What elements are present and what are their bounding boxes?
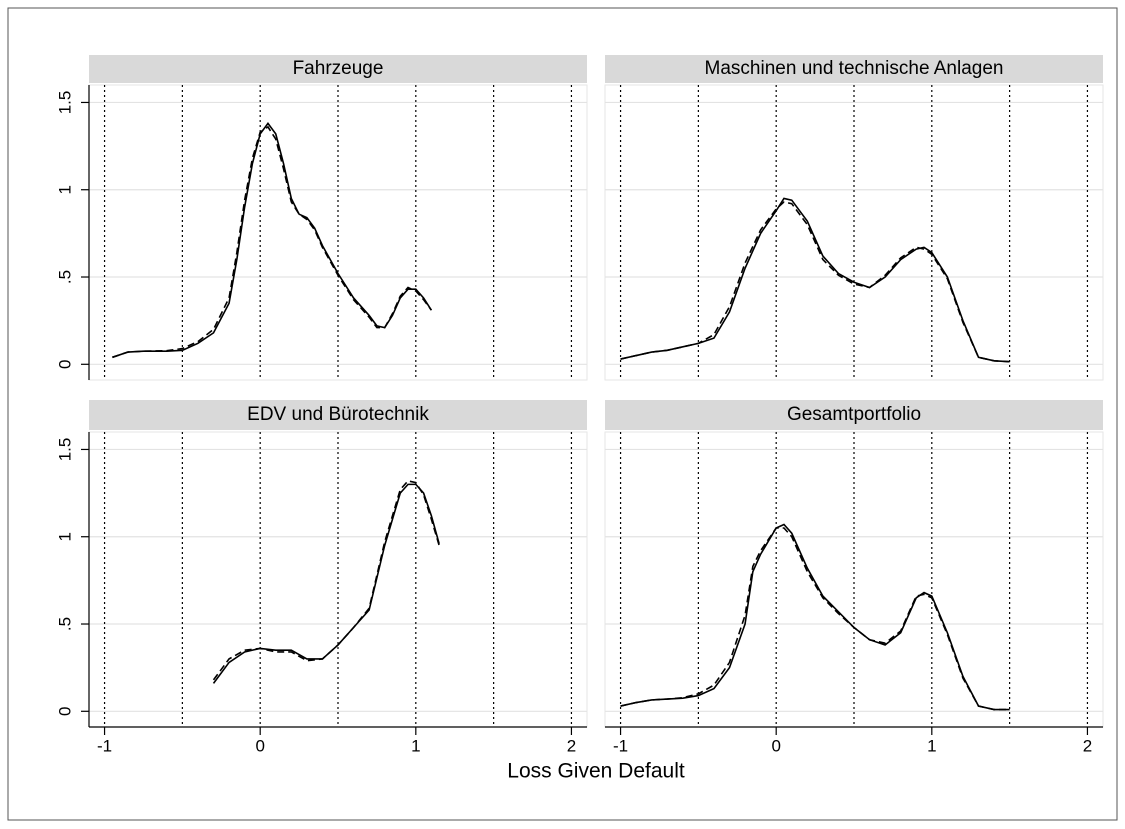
y-tick-label: .5 [55, 617, 74, 631]
density-line [212, 479, 440, 681]
y-tick-label: 1 [55, 532, 74, 541]
panel-title: EDV und Bürotechnik [247, 404, 429, 425]
x-tick-label: 2 [567, 736, 576, 755]
panel-title: Maschinen und technische Anlagen [705, 58, 1004, 79]
x-tick-label: 0 [255, 736, 264, 755]
panel-header [605, 55, 1103, 83]
panel-title: Gesamtportfolio [787, 404, 921, 425]
y-tick-label: 0 [55, 707, 74, 716]
x-tick-label: 1 [411, 736, 420, 755]
panel-header [89, 55, 587, 83]
y-tick-label: 1.5 [55, 91, 74, 115]
panel-header [605, 400, 1103, 430]
x-tick-label: -1 [613, 736, 628, 755]
density-line [112, 125, 433, 359]
x-tick-label: -1 [97, 736, 112, 755]
y-tick-label: .5 [55, 270, 74, 284]
x-axis-label: Loss Given Default [507, 760, 685, 783]
x-tick-label: 2 [1083, 736, 1092, 755]
density-line [620, 527, 1010, 711]
x-tick-label: 1 [927, 736, 936, 755]
x-tick-label: 0 [771, 736, 780, 755]
y-tick-label: 1.5 [55, 438, 74, 462]
y-tick-label: 0 [55, 360, 74, 369]
density-line [620, 201, 1010, 363]
panel-title: Fahrzeuge [293, 58, 384, 79]
y-tick-label: 1 [55, 185, 74, 194]
panel-header [89, 400, 587, 430]
